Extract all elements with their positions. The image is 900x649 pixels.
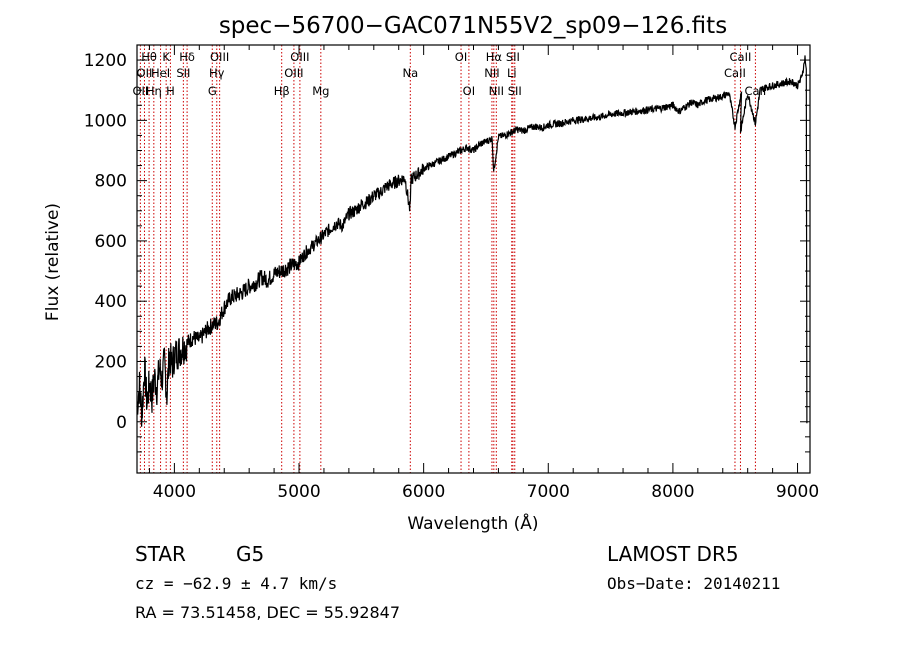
line-marker-label: SII [508,84,522,98]
line-marker-label: Na [402,66,418,80]
x-tick-label: 9000 [776,482,819,502]
line-marker-label: Li [507,66,517,80]
x-axis-ticks: 4000 5000 6000 7000 8000 9000 [148,45,819,502]
x-tick-label: 8000 [651,482,694,502]
line-marker-label: Hη [146,84,162,98]
line-marker-label: Hβ [274,84,290,98]
line-marker-label: OIII [210,50,229,64]
line-marker-label: OI [455,50,467,64]
y-tick-label: 0 [116,413,127,433]
line-marker-label: CaII [724,66,746,80]
line-marker-label: NII [484,66,499,80]
line-marker-label: HeI [151,66,170,80]
line-marker-label: OI [463,84,475,98]
spectrum-series-line [136,55,808,427]
line-marker-label: Hθ [141,50,157,64]
redshift-cz: cz = −62.9 ± 4.7 km/s [135,574,337,593]
line-marker-label: G [208,84,217,98]
line-marker-label: SII [176,66,190,80]
line-marker-label: Hδ [179,50,195,64]
line-marker-label: NII [489,84,504,98]
x-tick-label: 4000 [153,482,196,502]
object-class: STAR [135,542,186,566]
y-tick-label: 200 [95,352,127,372]
y-tick-label: 1000 [84,111,127,131]
chart-title: spec−56700−GAC071N55V2_sp09−126.fits [219,13,727,39]
coordinates-radec: RA = 73.51458, DEC = 55.92847 [135,603,400,622]
y-tick-label: 400 [95,292,127,312]
line-marker-label: CaII [730,50,752,64]
y-tick-label: 800 [95,172,127,192]
line-marker-labels: OIIOIIHθHηHeIKHSIIHδGHγOIIIHβOIIIOIIIMgN… [132,50,766,98]
object-subclass: G5 [236,542,264,566]
line-marker-label: SII [506,50,520,64]
observation-date: Obs−Date: 20140211 [607,574,780,593]
plot-frame [136,44,811,474]
line-marker-label: OIII [284,66,303,80]
y-axis-ticks: 0 200 400 600 800 1000 1200 [84,51,810,453]
line-marker-label: OIII [290,50,309,64]
survey-name: LAMOST DR5 [607,542,739,566]
x-tick-label: 5000 [277,482,320,502]
line-marker-label: H [166,84,175,98]
x-axis-label: Wavelength (Å) [407,512,538,534]
line-marker-label: Hγ [209,66,225,80]
line-marker-label: OII [137,66,153,80]
line-marker-label: Hα [486,50,503,64]
y-tick-label: 1200 [84,51,127,71]
x-tick-label: 7000 [527,482,570,502]
x-tick-label: 6000 [402,482,445,502]
y-axis-label: Flux (relative) [43,203,63,321]
y-tick-label: 600 [95,232,127,252]
line-markers [139,45,756,473]
line-marker-label: K [162,50,170,64]
line-marker-label: Mg [312,84,329,98]
